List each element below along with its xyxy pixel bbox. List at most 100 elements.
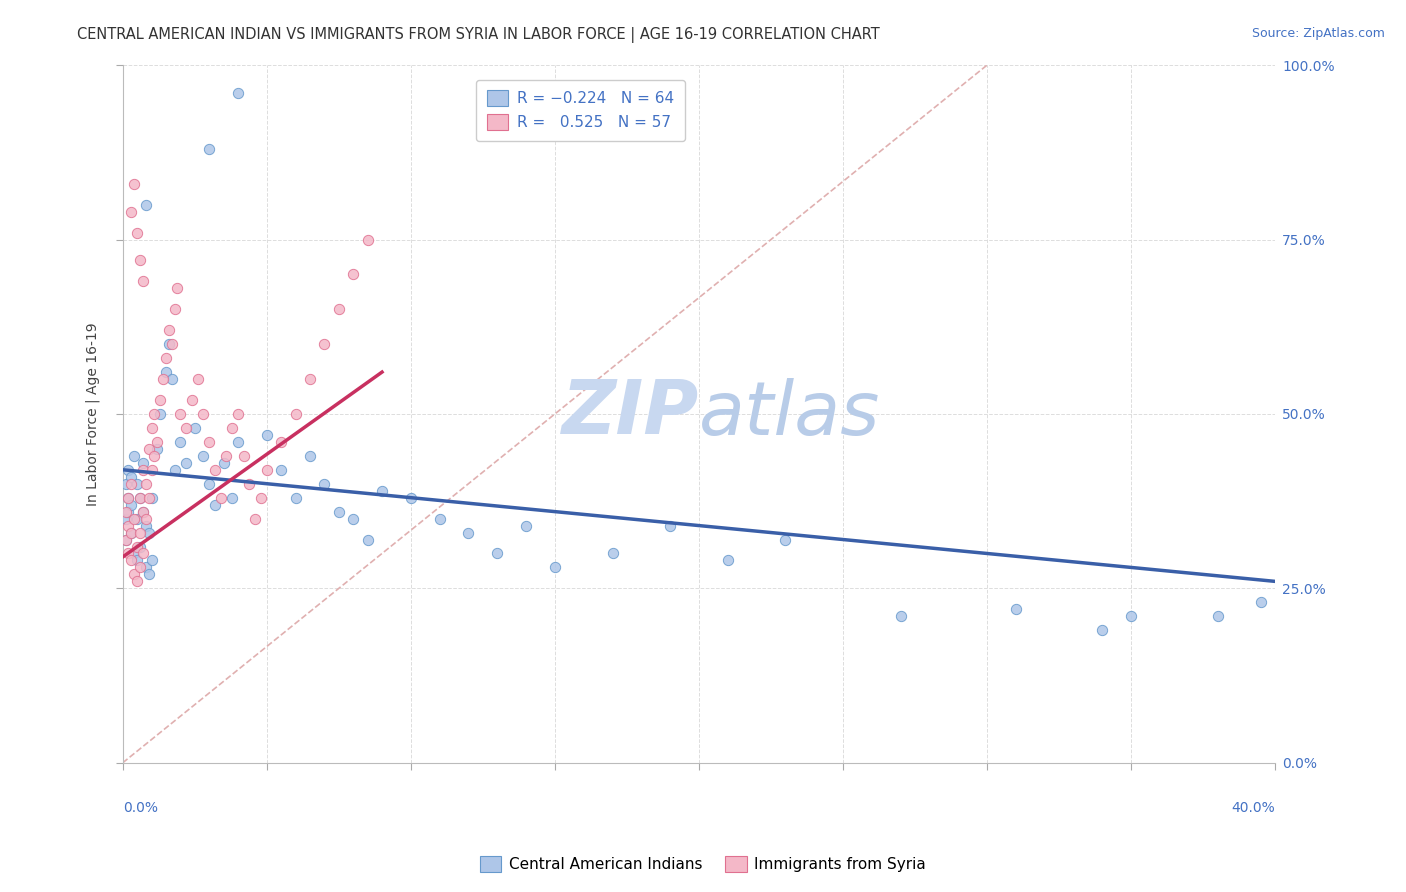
Point — [232, 449, 254, 463]
Point — [143, 449, 166, 463]
Point — [129, 560, 152, 574]
Point — [198, 434, 221, 449]
Point — [127, 511, 149, 525]
Point — [160, 372, 183, 386]
Point — [135, 476, 157, 491]
Point — [117, 463, 139, 477]
Point — [117, 491, 139, 505]
Point — [166, 281, 188, 295]
Point — [342, 268, 364, 282]
Point — [129, 525, 152, 540]
Point — [198, 476, 221, 491]
Point — [775, 533, 797, 547]
Point — [204, 463, 226, 477]
Point — [132, 463, 155, 477]
Point — [122, 449, 145, 463]
Point — [146, 434, 169, 449]
Point — [221, 421, 243, 435]
Point — [284, 491, 307, 505]
Point — [429, 511, 451, 525]
Point — [328, 505, 350, 519]
Point — [114, 533, 136, 547]
Point — [122, 511, 145, 525]
Point — [129, 540, 152, 554]
Point — [155, 351, 177, 365]
Point — [157, 337, 180, 351]
Point — [127, 553, 149, 567]
Point — [1091, 624, 1114, 638]
Point — [270, 434, 292, 449]
Point — [1005, 602, 1028, 616]
Point — [135, 560, 157, 574]
Point — [120, 525, 142, 540]
Point — [226, 434, 249, 449]
Point — [157, 323, 180, 337]
Point — [204, 498, 226, 512]
Y-axis label: In Labor Force | Age 16-19: In Labor Force | Age 16-19 — [86, 322, 100, 506]
Point — [149, 407, 172, 421]
Point — [215, 449, 238, 463]
Point — [129, 491, 152, 505]
Legend: R = −0.224   N = 64, R =   0.525   N = 57: R = −0.224 N = 64, R = 0.525 N = 57 — [477, 79, 685, 141]
Point — [184, 421, 207, 435]
Point — [314, 337, 336, 351]
Point — [114, 533, 136, 547]
Point — [146, 442, 169, 456]
Point — [890, 609, 912, 624]
Point — [114, 505, 136, 519]
Point — [117, 505, 139, 519]
Point — [250, 491, 273, 505]
Point — [221, 491, 243, 505]
Point — [193, 449, 215, 463]
Legend: Central American Indians, Immigrants from Syria: Central American Indians, Immigrants fro… — [472, 848, 934, 880]
Point — [174, 421, 197, 435]
Point — [138, 567, 160, 582]
Point — [163, 463, 186, 477]
Point — [486, 546, 509, 560]
Point — [138, 442, 160, 456]
Point — [129, 491, 152, 505]
Point — [114, 476, 136, 491]
Point — [270, 463, 292, 477]
Point — [212, 456, 235, 470]
Point — [127, 574, 149, 589]
Point — [122, 567, 145, 582]
Point — [129, 253, 152, 268]
Point — [717, 553, 740, 567]
Point — [1250, 595, 1272, 609]
Text: CENTRAL AMERICAN INDIAN VS IMMIGRANTS FROM SYRIA IN LABOR FORCE | AGE 16-19 CORR: CENTRAL AMERICAN INDIAN VS IMMIGRANTS FR… — [77, 27, 880, 43]
Point — [356, 533, 378, 547]
Point — [152, 372, 174, 386]
Point — [135, 197, 157, 211]
Point — [356, 233, 378, 247]
Point — [198, 142, 221, 156]
Point — [342, 511, 364, 525]
Point — [127, 540, 149, 554]
Point — [163, 302, 186, 317]
Point — [1121, 609, 1143, 624]
Point — [120, 476, 142, 491]
Text: ZIP: ZIP — [562, 377, 699, 450]
Point — [187, 372, 209, 386]
Point — [141, 463, 163, 477]
Point — [117, 518, 139, 533]
Point — [127, 226, 149, 240]
Point — [120, 204, 142, 219]
Point — [149, 392, 172, 407]
Point — [209, 491, 232, 505]
Point — [138, 525, 160, 540]
Point — [120, 525, 142, 540]
Point — [141, 553, 163, 567]
Point — [226, 86, 249, 100]
Point — [120, 498, 142, 512]
Point — [298, 372, 321, 386]
Text: 0.0%: 0.0% — [122, 801, 157, 815]
Point — [238, 476, 260, 491]
Point — [245, 511, 267, 525]
Point — [132, 456, 155, 470]
Point — [114, 511, 136, 525]
Point — [135, 518, 157, 533]
Point — [169, 407, 191, 421]
Point — [256, 463, 278, 477]
Point — [122, 177, 145, 191]
